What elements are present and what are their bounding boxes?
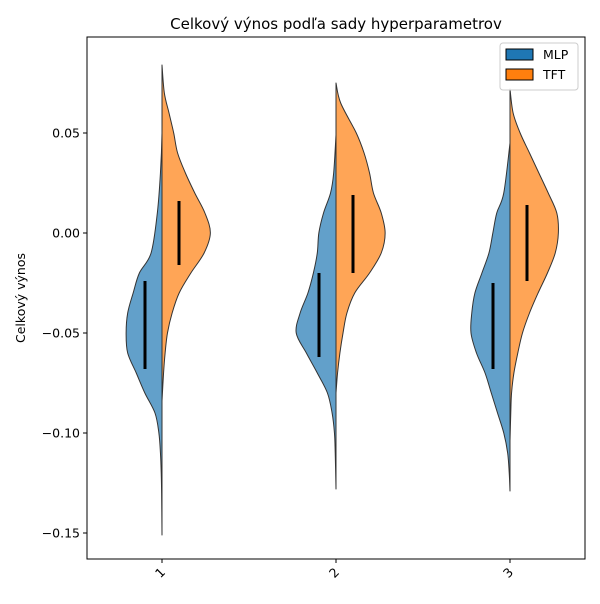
legend-label-tft: TFT bbox=[542, 67, 566, 82]
y-tick-label: −0.10 bbox=[42, 426, 80, 441]
violin-tft-2 bbox=[335, 82, 386, 394]
legend-swatch-tft bbox=[505, 68, 534, 81]
violin-tft-3 bbox=[509, 88, 559, 442]
violin-mlp-2 bbox=[295, 134, 337, 490]
y-tick-label: 0.00 bbox=[52, 226, 80, 241]
legend-label-mlp: MLP bbox=[543, 47, 569, 62]
quartile-layer bbox=[143, 195, 529, 369]
violin-tft-1 bbox=[161, 64, 211, 402]
y-axis-ticks: 0.05 0.00 −0.05 −0.10 −0.15 bbox=[42, 126, 87, 541]
legend: MLP TFT bbox=[499, 42, 579, 91]
violin-mlp-3 bbox=[470, 142, 511, 492]
y-tick-label: 0.05 bbox=[52, 126, 80, 141]
chart-title: Celkový výnos podľa sady hyperparametrov bbox=[170, 15, 502, 33]
y-tick-label: −0.05 bbox=[42, 326, 80, 341]
legend-swatch-mlp bbox=[505, 48, 534, 61]
y-tick-label: −0.15 bbox=[42, 526, 80, 541]
y-axis-label: Celkový výnos bbox=[13, 253, 28, 343]
